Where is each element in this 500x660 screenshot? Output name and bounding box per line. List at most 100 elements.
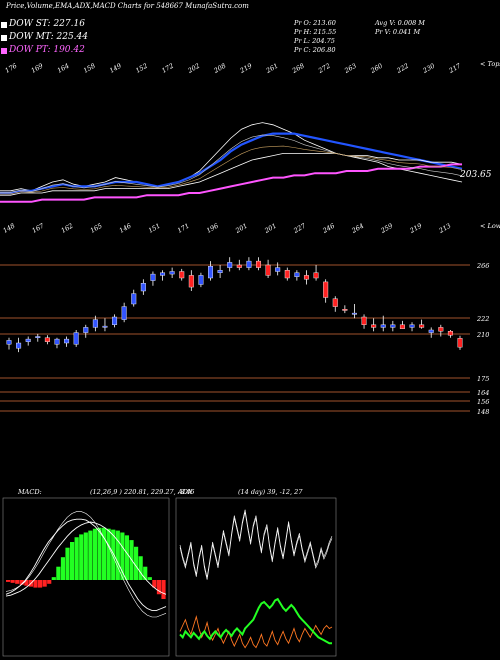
candle-down xyxy=(284,270,290,279)
bottom-tick-label: 246 xyxy=(320,222,336,236)
stat-close: Pr C: 206.80 xyxy=(294,46,336,54)
macd-bar xyxy=(60,557,66,580)
candle-down xyxy=(323,281,329,298)
candle-up xyxy=(140,283,146,292)
candle-down xyxy=(447,331,453,336)
candle-up xyxy=(409,324,415,328)
ema-last-value-label: 203.65 xyxy=(459,170,492,180)
candle-up xyxy=(25,338,31,342)
macd-extra-line xyxy=(5,511,167,618)
macd-bar xyxy=(51,577,56,580)
ema-mid-term-swatch xyxy=(1,35,7,41)
candle-up xyxy=(121,306,127,320)
top-tick-label: 260 xyxy=(368,62,384,76)
macd-bar xyxy=(65,547,70,580)
candle-down xyxy=(332,298,338,307)
macd-label: MACD: xyxy=(17,488,42,496)
bottom-tick-label: 196 xyxy=(205,222,220,235)
candle-up xyxy=(217,270,223,274)
price-level-label: 175 xyxy=(477,375,489,383)
adx-panel: ADX (14 day) 39, -12, 27 xyxy=(175,488,337,657)
candle-up xyxy=(227,262,233,268)
ema-band-line xyxy=(0,134,463,193)
macd-bar xyxy=(102,527,107,580)
macd-bar xyxy=(88,530,93,580)
candle-down xyxy=(313,272,319,279)
bottom-tick-label: 148 xyxy=(2,222,17,235)
price-level-label: 222 xyxy=(476,315,489,323)
stat-volume: Pr V: 0.041 M xyxy=(375,28,421,36)
top-tick-label: 208 xyxy=(212,62,228,76)
candle-up xyxy=(294,272,300,277)
adx-plus-di-line xyxy=(179,509,333,578)
top-tick-label: 164 xyxy=(56,62,71,75)
ema-long-line xyxy=(0,163,462,203)
bottom-tick-label: 201 xyxy=(233,222,249,236)
ema-short-term-swatch xyxy=(1,22,7,28)
adx-line xyxy=(179,597,332,645)
top-tick-label: 268 xyxy=(290,62,306,76)
candle-down xyxy=(179,271,185,279)
top-tick-label: 176 xyxy=(4,62,19,75)
candle-up xyxy=(380,324,386,328)
chart-title: Price,Volume,EMA,ADX,MACD Charts for 548… xyxy=(6,2,249,10)
candle-down xyxy=(44,337,50,342)
macd-bar xyxy=(152,580,157,588)
macd-bar xyxy=(15,580,20,584)
candle-up xyxy=(92,319,98,328)
candle-up xyxy=(16,342,22,349)
ema-mid-line xyxy=(0,152,463,196)
ema-long-term-label: DOW PT: 190.42 xyxy=(9,45,85,55)
candle-up xyxy=(83,327,89,333)
ema-mid-term-label: DOW MT: 225.44 xyxy=(9,32,88,42)
adx-values: (14 day) 39, -12, 27 xyxy=(238,488,303,496)
bottom-tick-label: 151 xyxy=(147,222,162,235)
top-tick-label: 272 xyxy=(316,62,332,76)
bottom-tick-label: 146 xyxy=(118,222,133,235)
top-tick-label: 152 xyxy=(134,62,149,75)
candle-up xyxy=(131,293,137,305)
stat-high: Pr H: 215.55 xyxy=(294,28,337,36)
ema-short-term-label: DOW ST: 227.16 xyxy=(9,19,85,29)
stat-open: Pr O: 213.60 xyxy=(294,19,336,27)
price-level-label: 156 xyxy=(477,398,489,406)
candle-down xyxy=(236,264,242,268)
macd-bar xyxy=(97,527,102,580)
macd-bar xyxy=(6,580,11,582)
candle-up xyxy=(73,332,79,345)
price-level-label: 210 xyxy=(476,331,489,339)
bottom-tick-label: 227 xyxy=(291,221,307,235)
candle-up xyxy=(6,340,12,345)
ema-blue-line xyxy=(0,132,463,195)
top-tick-label: 261 xyxy=(264,62,280,76)
macd-bar xyxy=(147,577,152,580)
top-tick-label: 230 xyxy=(421,62,437,76)
candle-down xyxy=(255,260,261,268)
macd-bar xyxy=(10,580,15,583)
candle-up xyxy=(428,329,434,333)
ema-panel: 176 169 164 158 149 152 172 202 208 219 261 268 272 2… xyxy=(0,60,500,203)
macd-bar xyxy=(19,580,24,585)
candle-up xyxy=(160,272,166,276)
macd-bar xyxy=(24,580,29,586)
candle-down xyxy=(457,338,463,348)
adx-panel-frame xyxy=(175,497,337,657)
candle-down xyxy=(399,324,405,329)
macd-bar xyxy=(156,580,162,595)
bottom-tick-label: 259 xyxy=(379,222,395,236)
macd-bar xyxy=(120,532,125,580)
bottom-tick-label: 264 xyxy=(350,222,366,236)
top-tick-label: 169 xyxy=(30,62,45,75)
macd-bar xyxy=(143,566,148,580)
macd-signal-line xyxy=(5,521,167,597)
macd-bar xyxy=(47,580,52,584)
ema-long-term-swatch xyxy=(1,48,7,54)
candle-up xyxy=(198,275,204,285)
adx-plus-di-line-shadow xyxy=(179,512,333,580)
candle-down xyxy=(342,309,348,311)
ema-band-line xyxy=(0,145,463,195)
top-tick-label: 217 xyxy=(447,61,463,75)
bottom-tick-label: 171 xyxy=(176,222,191,235)
macd-bar xyxy=(161,580,166,599)
